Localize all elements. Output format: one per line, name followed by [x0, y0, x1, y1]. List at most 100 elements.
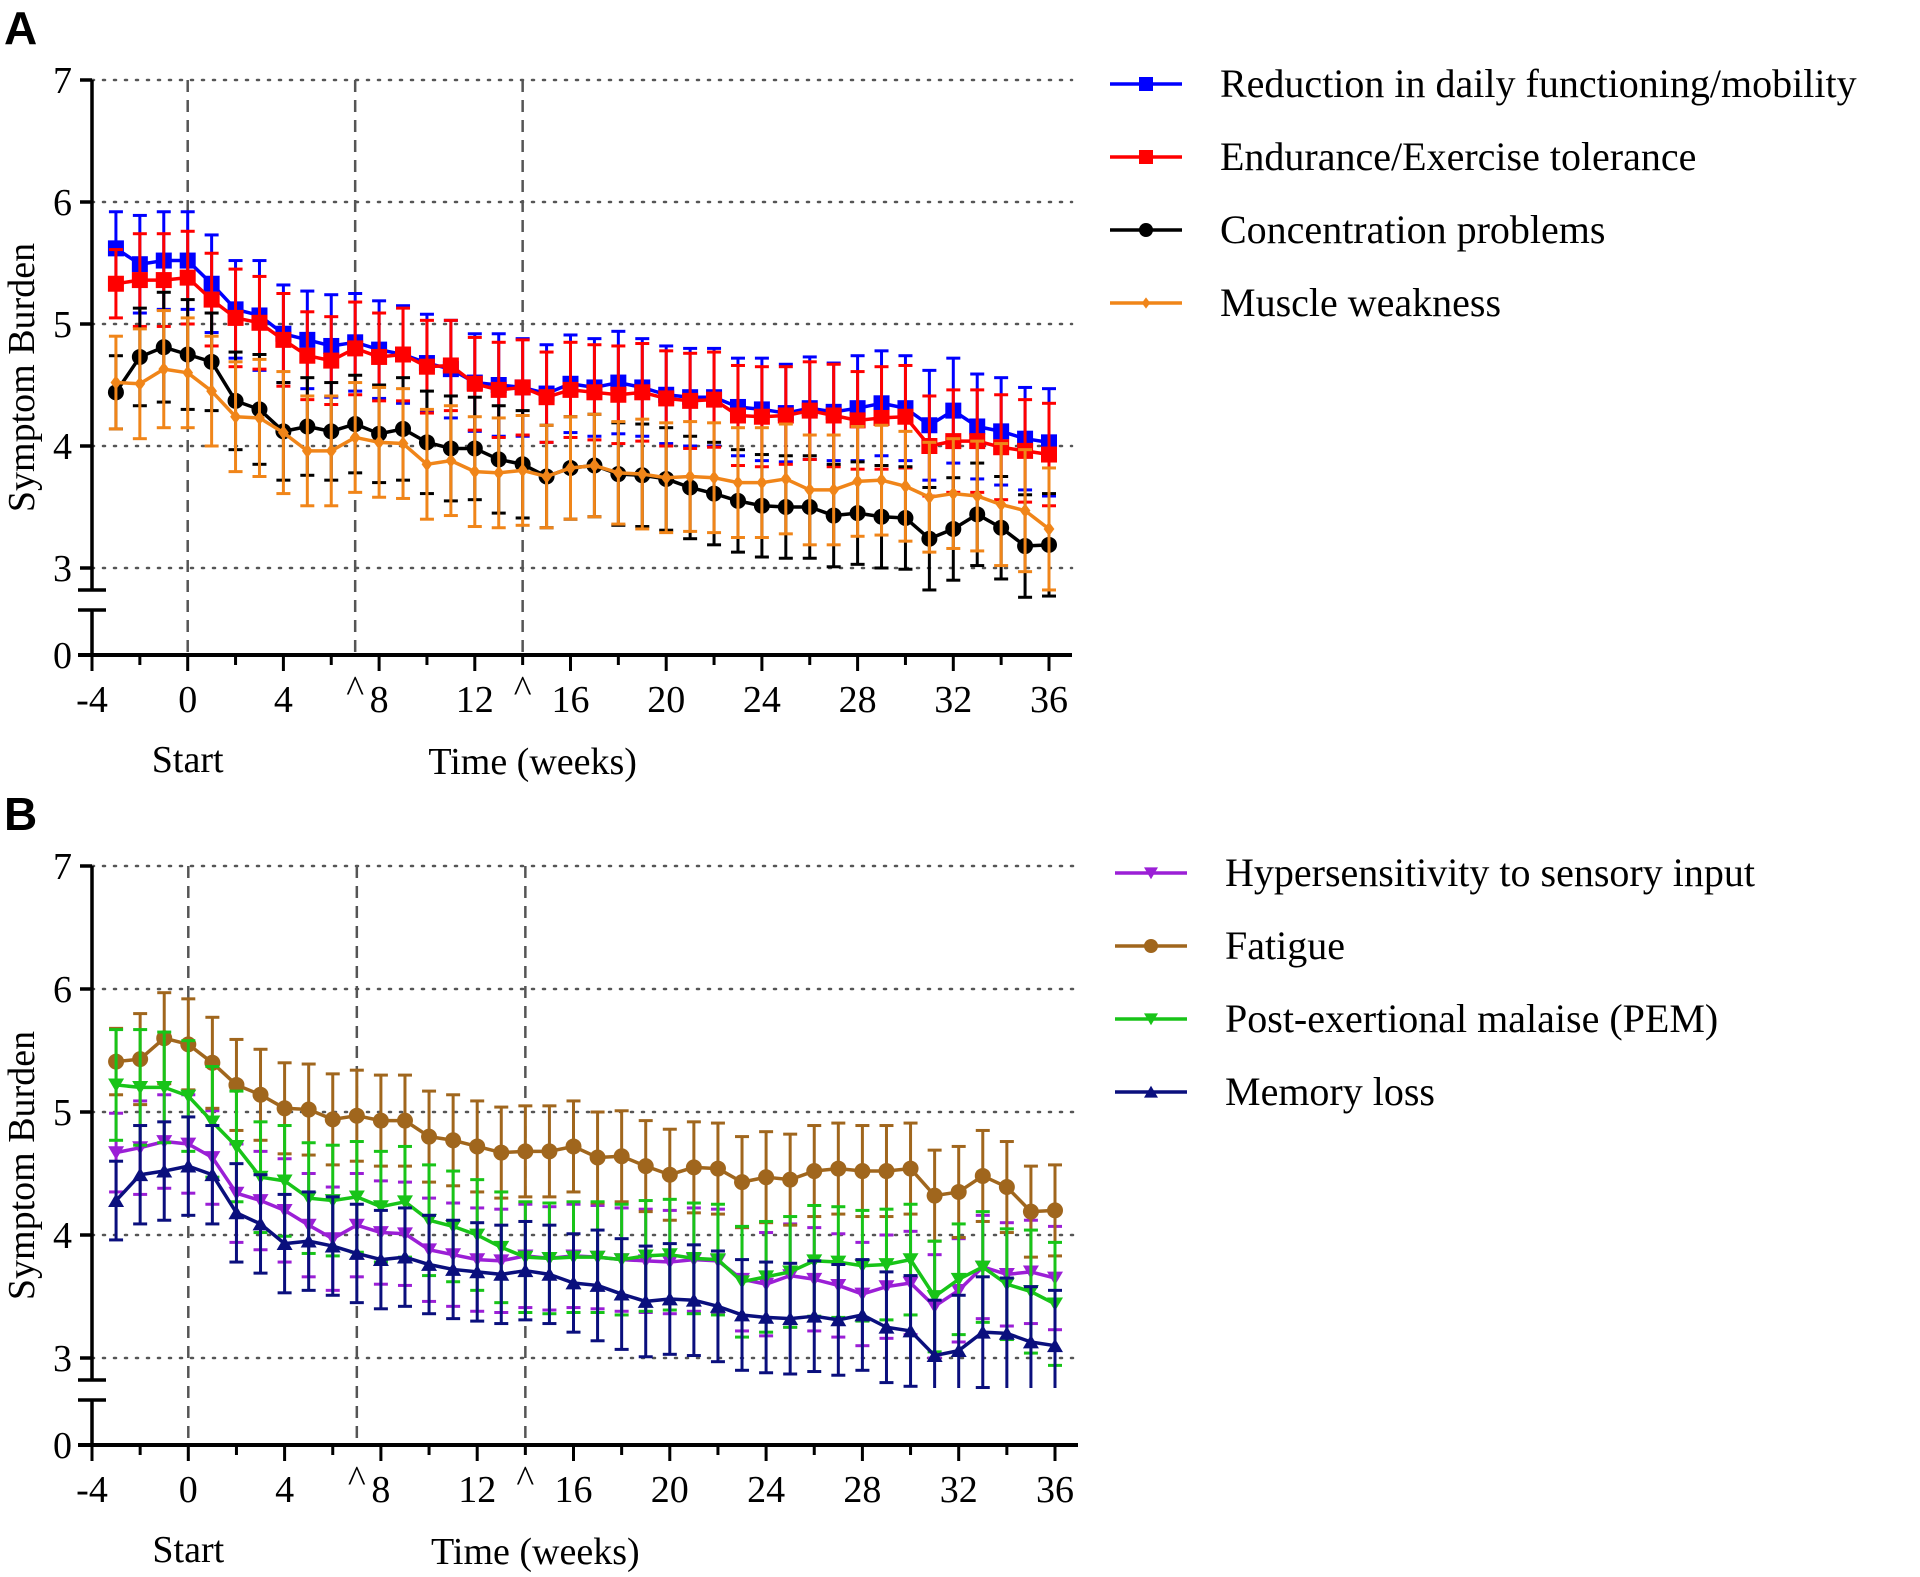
- data-point: [777, 407, 794, 424]
- data-point: [825, 407, 842, 424]
- x-tick-label: 8: [371, 1469, 390, 1511]
- x-tick-label: 36: [1030, 679, 1068, 721]
- data-point: [661, 1291, 678, 1306]
- x-tick-label: 0: [178, 679, 197, 721]
- data-point: [878, 1258, 895, 1272]
- series-line: [115, 367, 1051, 531]
- legend-label: Reduction in daily functioning/mobility: [1220, 61, 1857, 106]
- legend-item: Post-exertional malaise (PEM): [1115, 996, 1718, 1041]
- data-point: [708, 470, 720, 485]
- data-point: [758, 1169, 775, 1186]
- y-tick-label: 7: [53, 60, 72, 102]
- data-point: [974, 1260, 991, 1275]
- data-point: [758, 1310, 775, 1324]
- x-tick-label: 20: [651, 1469, 689, 1511]
- legend-label: Concentration problems: [1220, 207, 1605, 252]
- data-point: [421, 1128, 438, 1145]
- data-point: [854, 1163, 871, 1180]
- data-point: [1043, 521, 1055, 537]
- data-point: [806, 1163, 823, 1180]
- x-tick-label: 28: [839, 679, 877, 721]
- data-point: [565, 1275, 582, 1290]
- data-point: [180, 1158, 197, 1173]
- data-point: [373, 435, 385, 450]
- x-tick-label: 24: [743, 679, 781, 721]
- data-point: [131, 272, 148, 289]
- data-point: [466, 375, 483, 392]
- y-tick-label: 5: [53, 1092, 72, 1134]
- legend-item: Endurance/Exercise tolerance: [1110, 134, 1696, 179]
- data-point: [947, 486, 959, 501]
- data-point: [780, 471, 792, 487]
- series-reduction-in-daily-functioning-mobility: [107, 210, 1057, 498]
- data-point: [372, 1200, 389, 1214]
- y-tick-label: 5: [53, 304, 72, 346]
- data-point: [132, 1167, 149, 1182]
- data-point: [276, 1174, 293, 1189]
- data-point: [706, 391, 723, 408]
- x-tick-label: 4: [274, 679, 293, 721]
- y-tick-label: 7: [53, 846, 72, 888]
- data-point: [753, 408, 770, 425]
- data-point: [897, 408, 914, 425]
- data-point: [421, 1257, 438, 1271]
- legend-label: Hypersensitivity to sensory input: [1225, 850, 1755, 895]
- data-point: [902, 1160, 919, 1177]
- data-point: [873, 409, 890, 426]
- data-point: [709, 1160, 726, 1177]
- x-tick-label: 16: [552, 679, 590, 721]
- data-point: [734, 1307, 751, 1322]
- data-point: [155, 272, 172, 289]
- legend-item: Memory loss: [1115, 1069, 1435, 1114]
- data-point: [156, 1081, 173, 1095]
- data-point: [493, 465, 505, 481]
- caret-marker: ^: [348, 1459, 366, 1501]
- data-point: [514, 379, 531, 396]
- series-line: [115, 1083, 1056, 1306]
- data-point: [227, 309, 244, 326]
- data-point: [589, 1149, 606, 1166]
- data-point: [565, 460, 576, 476]
- data-point: [156, 1163, 173, 1178]
- data-point: [396, 1112, 413, 1129]
- data-point: [396, 1195, 413, 1209]
- legend-item: Reduction in daily functioning/mobility: [1110, 61, 1857, 106]
- data-point: [323, 352, 340, 369]
- data-point: [107, 275, 124, 292]
- legend-label: Post-exertional malaise (PEM): [1225, 996, 1718, 1041]
- data-point: [517, 463, 529, 478]
- data-point: [252, 1216, 269, 1231]
- data-point: [902, 1323, 919, 1338]
- data-point: [230, 409, 241, 424]
- x-axis-title: Time (weeks): [431, 1531, 640, 1573]
- data-point: [971, 488, 983, 504]
- data-point: [204, 1167, 221, 1182]
- data-point: [325, 443, 337, 459]
- y-tick-label: 3: [53, 548, 72, 590]
- legend-label: Fatigue: [1225, 923, 1345, 968]
- data-point: [538, 389, 555, 406]
- x-tick-label: 12: [456, 679, 494, 721]
- data-point: [926, 1348, 943, 1362]
- data-point: [300, 1101, 317, 1118]
- data-point: [878, 1320, 895, 1334]
- data-point: [830, 1255, 847, 1270]
- data-point: [442, 357, 459, 374]
- data-point: [445, 453, 457, 468]
- data-point: [636, 466, 648, 482]
- data-point: [372, 1252, 389, 1266]
- data-point: [1022, 1334, 1039, 1349]
- x-tick-label: 32: [934, 679, 972, 721]
- x-tick-label: 28: [843, 1469, 881, 1511]
- data-point: [1047, 1202, 1063, 1219]
- data-point: [517, 1263, 534, 1278]
- series-memory-loss: [108, 1115, 1063, 1390]
- data-point: [445, 1262, 462, 1276]
- series-fatigue: [108, 991, 1063, 1259]
- panel-label: A: [4, 2, 37, 54]
- data-point: [469, 1264, 486, 1279]
- data-point: [637, 1294, 654, 1308]
- data-point: [900, 479, 911, 494]
- data-point: [801, 402, 818, 419]
